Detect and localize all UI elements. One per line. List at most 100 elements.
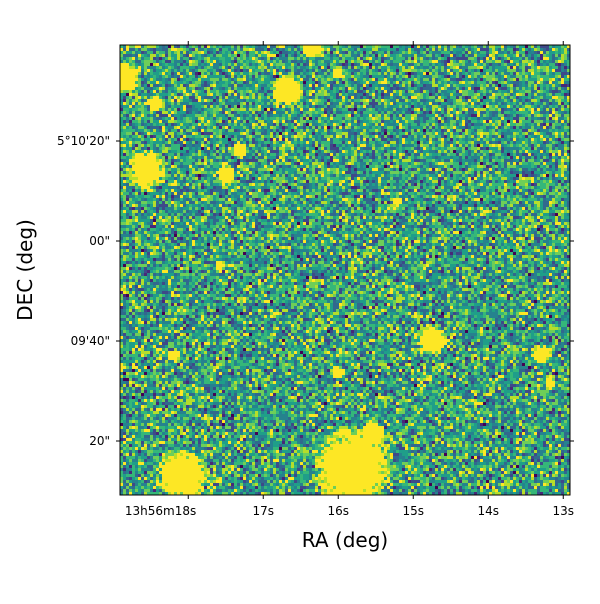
pixel — [192, 51, 195, 54]
pixel — [129, 297, 132, 300]
pixel — [168, 213, 171, 216]
pixel — [141, 342, 144, 345]
pixel — [183, 384, 186, 387]
pixel — [156, 75, 159, 78]
pixel — [129, 474, 132, 477]
pixel — [198, 180, 201, 183]
pixel — [189, 129, 192, 132]
pixel — [150, 96, 153, 99]
pixel — [144, 363, 147, 366]
pixel — [204, 174, 207, 177]
pixel — [141, 108, 144, 111]
pixel — [216, 351, 219, 354]
pixel — [213, 105, 216, 108]
pixel — [183, 414, 186, 417]
pixel — [192, 63, 195, 66]
pixel — [174, 264, 177, 267]
pixel — [156, 102, 159, 105]
pixel — [120, 348, 123, 351]
pixel — [207, 324, 210, 327]
pixel — [129, 429, 132, 432]
pixel — [207, 63, 210, 66]
pixel — [216, 453, 219, 456]
pixel — [159, 459, 162, 462]
pixel — [192, 372, 195, 375]
pixel — [156, 477, 159, 480]
pixel — [168, 384, 171, 387]
pixel — [159, 63, 162, 66]
pixel — [204, 57, 207, 60]
pixel — [147, 72, 150, 75]
pixel — [123, 375, 126, 378]
pixel — [165, 492, 168, 495]
pixel — [198, 339, 201, 342]
pixel — [180, 141, 183, 144]
pixel — [168, 378, 171, 381]
pixel — [171, 183, 174, 186]
pixel — [213, 480, 216, 483]
pixel — [198, 276, 201, 279]
pixel — [192, 231, 195, 234]
pixel — [189, 117, 192, 120]
pixel — [207, 399, 210, 402]
pixel — [126, 273, 129, 276]
pixel — [144, 147, 147, 150]
pixel — [138, 384, 141, 387]
pixel — [210, 252, 213, 255]
pixel — [159, 312, 162, 315]
pixel — [123, 390, 126, 393]
pixel — [153, 312, 156, 315]
pixel — [135, 297, 138, 300]
pixel — [168, 246, 171, 249]
pixel — [210, 474, 213, 477]
pixel — [156, 300, 159, 303]
pixel — [204, 111, 207, 114]
pixel — [192, 105, 195, 108]
pixel — [183, 165, 186, 168]
pixel — [201, 444, 204, 447]
pixel — [168, 159, 171, 162]
pixel — [189, 252, 192, 255]
pixel — [123, 381, 126, 384]
pixel — [216, 300, 219, 303]
pixel — [168, 267, 171, 270]
pixel — [198, 84, 201, 87]
pixel — [147, 228, 150, 231]
pixel — [138, 312, 141, 315]
pixel — [165, 216, 168, 219]
pixel — [186, 135, 189, 138]
pixel — [210, 276, 213, 279]
pixel — [207, 372, 210, 375]
pixel — [168, 402, 171, 405]
pixel — [213, 135, 216, 138]
pixel — [159, 210, 162, 213]
pixel — [219, 90, 222, 93]
pixel — [174, 432, 177, 435]
pixel — [180, 204, 183, 207]
pixel — [171, 453, 174, 456]
pixel — [162, 342, 165, 345]
pixel — [189, 399, 192, 402]
pixel — [186, 408, 189, 411]
pixel — [174, 123, 177, 126]
pixel — [213, 327, 216, 330]
pixel — [183, 339, 186, 342]
pixel — [198, 429, 201, 432]
pixel — [201, 420, 204, 423]
pixel — [198, 480, 201, 483]
pixel — [198, 69, 201, 72]
pixel — [147, 102, 150, 105]
pixel — [153, 339, 156, 342]
pixel — [204, 321, 207, 324]
pixel — [126, 366, 129, 369]
pixel — [183, 75, 186, 78]
pixel — [207, 207, 210, 210]
pixel — [135, 312, 138, 315]
pixel — [153, 117, 156, 120]
pixel — [132, 441, 135, 444]
pixel — [156, 381, 159, 384]
pixel — [135, 411, 138, 414]
pixel — [120, 240, 123, 243]
pixel — [168, 114, 171, 117]
pixel — [177, 360, 180, 363]
